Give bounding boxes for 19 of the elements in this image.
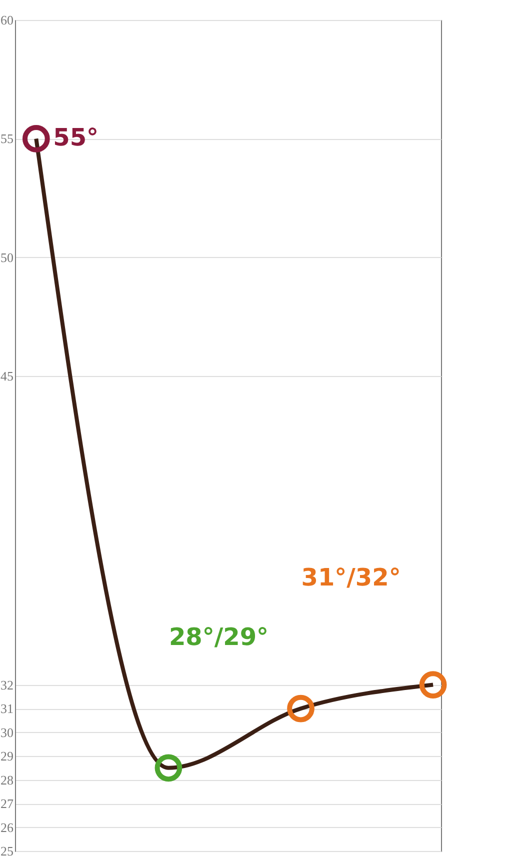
point: [419, 671, 447, 698]
y-tick-label: 30: [0, 724, 14, 740]
annotation: 31°/32°: [301, 564, 401, 592]
y-tick-label: 28: [0, 772, 14, 788]
annotation: 55°: [53, 124, 99, 152]
point: [154, 754, 182, 782]
y-tick-label: 50: [0, 250, 14, 265]
y-tick-label: 55: [0, 131, 14, 146]
y-tick-label: 45: [0, 368, 14, 384]
point: [287, 694, 314, 722]
annotation: 28°/29°: [168, 622, 269, 651]
y-tick-label: 27: [0, 796, 14, 812]
y-tick-label: 60: [0, 12, 14, 28]
y-tick-label: 25: [0, 844, 14, 858]
y-tick-label: 29: [0, 748, 14, 764]
y-tick-label: 31: [0, 701, 14, 716]
y-tick-label: 32: [0, 677, 14, 692]
y-tick-label: 26: [0, 820, 14, 835]
point: [22, 125, 50, 152]
